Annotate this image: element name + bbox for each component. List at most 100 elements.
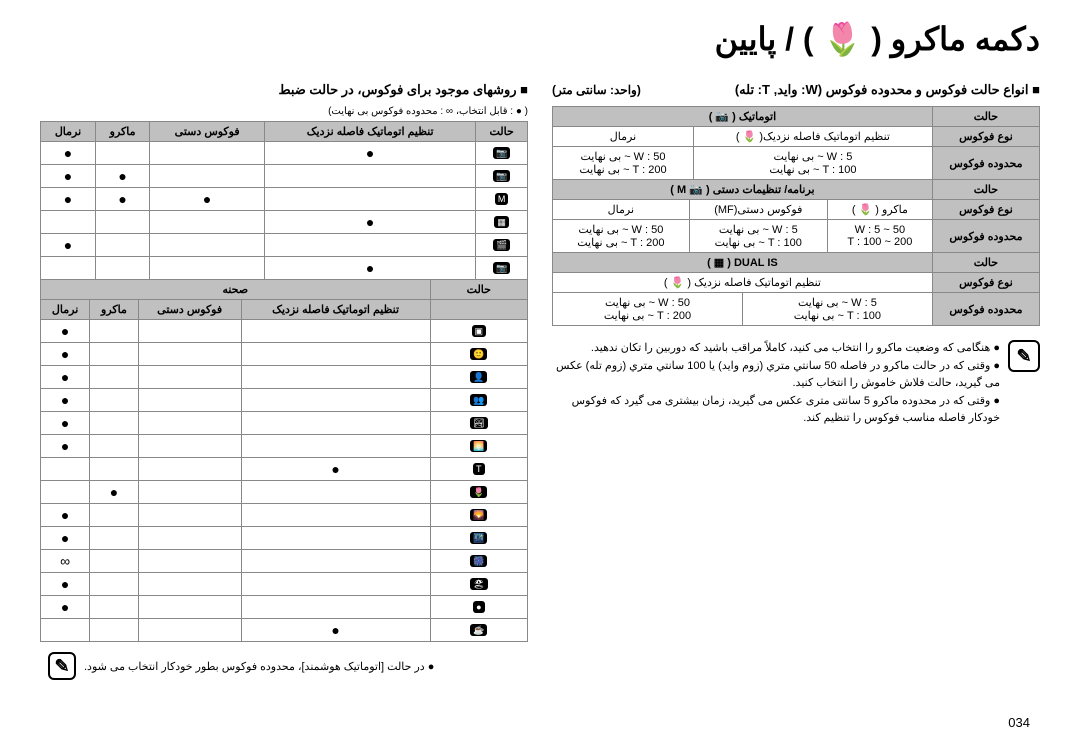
table-cell bbox=[96, 234, 150, 257]
table-cell bbox=[241, 343, 430, 366]
table-cell bbox=[138, 435, 241, 458]
table-row-mode-icon: ● bbox=[430, 596, 527, 619]
table-cell: ● bbox=[41, 188, 96, 211]
focus-range-table-dualis: حالت DUAL IS ( ▦ ) نوع فوکوس تنظیم اتوما… bbox=[552, 252, 1040, 326]
table-row-mode-icon: 🎬 bbox=[476, 234, 528, 257]
table-cell bbox=[96, 211, 150, 234]
table-cell bbox=[241, 504, 430, 527]
t1-r0-label: نوع فوکوس bbox=[932, 127, 1039, 147]
t3-r1-label: محدوده فوکوس bbox=[932, 293, 1039, 326]
table-cell bbox=[138, 481, 241, 504]
t3-h1: DUAL IS ( ▦ ) bbox=[553, 253, 933, 273]
table-cell bbox=[90, 504, 139, 527]
table-cell: ● bbox=[41, 142, 96, 165]
scene-mode-header: حالت bbox=[430, 280, 527, 300]
t2-r0-label: نوع فوکوس bbox=[932, 200, 1039, 220]
table-cell bbox=[90, 619, 139, 642]
table-cell bbox=[241, 412, 430, 435]
table-cell: ● bbox=[265, 257, 476, 280]
table-cell bbox=[138, 320, 241, 343]
table-row-mode-icon: 🎆 bbox=[430, 550, 527, 573]
table-cell bbox=[138, 458, 241, 481]
table-cell bbox=[90, 412, 139, 435]
table-cell bbox=[41, 458, 90, 481]
table-cell: ● bbox=[41, 320, 90, 343]
table-cell bbox=[96, 142, 150, 165]
b-mf: فوکوس دستی bbox=[138, 300, 241, 320]
table-cell: ● bbox=[96, 165, 150, 188]
table-row-mode-icon: 👥 bbox=[430, 389, 527, 412]
t2-r0-c1: ماکرو ( 🌷 ) bbox=[827, 200, 932, 220]
table-cell: ∞ bbox=[41, 550, 90, 573]
table-cell: ● bbox=[265, 211, 476, 234]
table-row-mode-icon: ▣ bbox=[430, 320, 527, 343]
table-row-mode-icon: T bbox=[430, 458, 527, 481]
table-row-mode-icon: M bbox=[476, 188, 528, 211]
bottom-note-text: ● در حالت [اتوماتیک هوشمند]، محدوده فوکو… bbox=[84, 660, 434, 673]
t2-r1-c2: W : 5 ~ بی نهایت T : 100 ~ بی نهایت bbox=[689, 220, 827, 253]
table-cell bbox=[241, 435, 430, 458]
t3-r1-c2: W : 50 ~ بی نهایت T : 200 ~ بی نهایت bbox=[553, 293, 743, 326]
page-number: 034 bbox=[1008, 715, 1030, 730]
table-cell bbox=[150, 211, 265, 234]
table-cell: ● bbox=[41, 389, 90, 412]
content-columns: ■ روشهای موجود برای فوکوس، در حالت ضبط (… bbox=[40, 76, 1040, 680]
table-cell bbox=[241, 320, 430, 343]
table-row-mode-icon: 🙂 bbox=[430, 343, 527, 366]
table-cell: ● bbox=[41, 435, 90, 458]
table-cell bbox=[241, 481, 430, 504]
table-cell bbox=[138, 343, 241, 366]
table-cell: ● bbox=[41, 343, 90, 366]
col-mf: فوکوس دستی bbox=[150, 122, 265, 142]
table-row-mode-icon: 🏞 bbox=[430, 412, 527, 435]
table-cell bbox=[265, 165, 476, 188]
table-cell bbox=[90, 435, 139, 458]
table-cell: ● bbox=[41, 596, 90, 619]
table-cell bbox=[96, 257, 150, 280]
t3-h0: حالت bbox=[932, 253, 1039, 273]
t2-r0-c2: فوکوس دستی(MF) bbox=[689, 200, 827, 220]
col-autoaf: تنظیم اتوماتیک فاصله نزدیک bbox=[265, 122, 476, 142]
scene-header-row: حالت صحنه تنظیم اتوماتیک فاصله نزدیک فوک… bbox=[40, 279, 528, 642]
t2-h0: حالت bbox=[932, 180, 1039, 200]
methods-table-a: حالت تنظیم اتوماتیک فاصله نزدیک فوکوس دس… bbox=[40, 121, 528, 280]
note-list: هنگامی که وضعیت ماکرو را انتخاب می کنید،… bbox=[552, 340, 1000, 428]
col-normal: نرمال bbox=[41, 122, 96, 142]
table-cell: ● bbox=[241, 619, 430, 642]
table-cell bbox=[138, 596, 241, 619]
table-cell bbox=[241, 366, 430, 389]
b-mode bbox=[430, 300, 527, 320]
table-cell bbox=[41, 211, 96, 234]
b-macro: ماکرو bbox=[90, 300, 139, 320]
table-row-mode-icon: 📷 bbox=[476, 142, 528, 165]
legend: ( ● : قابل انتخاب، ∞ : محدوده فوکوس بی ن… bbox=[40, 106, 528, 117]
table-cell bbox=[41, 619, 90, 642]
table-cell: ● bbox=[41, 573, 90, 596]
t2-h1: برنامه/ تنظیمات دستی ( 📷 M ) bbox=[553, 180, 933, 200]
t1-r1-c2: W : 50 ~ بی نهایت T : 200 ~ بی نهایت bbox=[553, 147, 694, 180]
table-cell bbox=[241, 389, 430, 412]
table-cell bbox=[138, 412, 241, 435]
table-cell bbox=[90, 389, 139, 412]
table-cell: ● bbox=[41, 504, 90, 527]
note-3: وقتی که در محدوده ماکرو 5 سانتی متری عکس… bbox=[552, 393, 1000, 428]
table-cell bbox=[138, 550, 241, 573]
table-cell bbox=[90, 343, 139, 366]
table-cell bbox=[150, 142, 265, 165]
table-cell bbox=[150, 234, 265, 257]
table-cell bbox=[90, 573, 139, 596]
right-header: ■ انواع حالت فوکوس و محدوده فوکوس (W: وا… bbox=[735, 82, 1040, 98]
bottom-note-row: ● در حالت [اتوماتیک هوشمند]، محدوده فوکو… bbox=[40, 652, 528, 680]
table-cell: ● bbox=[90, 481, 139, 504]
page-title: دکمه ماکرو ( 🌷 ) / پایین bbox=[40, 20, 1040, 58]
scene-header: صحنه bbox=[41, 280, 431, 300]
t2-r1-c3: W : 50 ~ بی نهایت T : 200 ~ بی نهایت bbox=[553, 220, 690, 253]
t1-r1-label: محدوده فوکوس bbox=[932, 147, 1039, 180]
table-cell bbox=[150, 257, 265, 280]
table-cell: ● bbox=[41, 234, 96, 257]
focus-range-table-program: حالت برنامه/ تنظیمات دستی ( 📷 M ) نوع فو… bbox=[552, 179, 1040, 253]
note-2: وقتی که در حالت ماکرو در فاصله 50 سانتي … bbox=[552, 358, 1000, 393]
left-header: ■ روشهای موجود برای فوکوس، در حالت ضبط bbox=[278, 82, 528, 98]
focus-range-table-auto: حالت اتوماتیک ( 📷 ) نوع فوکوس تنظیم اتوم… bbox=[552, 106, 1040, 180]
table-cell bbox=[150, 165, 265, 188]
